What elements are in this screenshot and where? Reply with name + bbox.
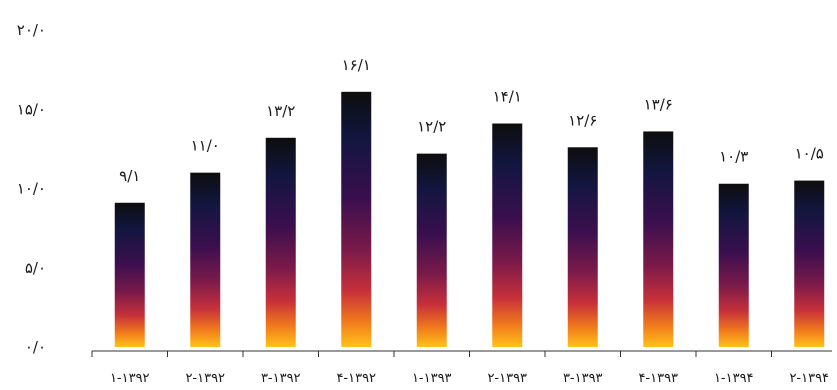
x-category-label: ۱-۱۳۹۲ xyxy=(110,371,150,386)
bar xyxy=(643,131,674,347)
bar-value-label: ۱۰/۳ xyxy=(719,148,748,166)
bar xyxy=(416,153,447,347)
bar xyxy=(265,137,296,347)
bar xyxy=(794,180,825,347)
x-category-label: ۲-۱۳۹۳ xyxy=(487,371,527,386)
y-tick-label: ۲۰/۰ xyxy=(17,21,46,39)
y-tick-label: ۱۰/۰ xyxy=(17,180,46,198)
x-axis xyxy=(91,350,832,357)
bars xyxy=(114,91,825,347)
y-tick-label: ۵/۰ xyxy=(25,259,46,277)
value-labels: ۹/۱ ۱۱/۰ ۱۳/۲ ۱۶/۱ ۱۲/۲ ۱۴/۱ ۱۲/۶ ۱۳/۶ ۱۰/۳ ۱۰/۵ xyxy=(119,56,824,185)
bar xyxy=(492,123,523,347)
bar xyxy=(114,202,145,347)
category-labels: ۱-۱۳۹۲ ۲-۱۳۹۲ ۳-۱۳۹۲ ۴-۱۳۹۲ ۱-۱۳۹۳ ۲-۱۳۹۳ ۳-۱۳… xyxy=(110,371,829,386)
bar-value-label: ۱۲/۶ xyxy=(568,111,597,129)
bar-value-label: ۱۱/۰ xyxy=(191,137,220,155)
bar xyxy=(567,147,598,347)
x-category-label: ۴-۱۳۹۲ xyxy=(336,371,376,386)
bar xyxy=(718,183,749,347)
bar-value-label: ۱۰/۵ xyxy=(795,145,824,163)
x-category-label: ۳-۱۳۹۲ xyxy=(261,371,301,386)
y-tick-label: ۰/۰ xyxy=(25,338,46,356)
bar-value-label: ۱۳/۲ xyxy=(266,102,295,120)
bar xyxy=(190,172,221,347)
bar-value-label: ۱۶/۱ xyxy=(342,56,371,74)
x-category-label: ۲-۱۳۹۴ xyxy=(789,371,829,386)
x-category-label: ۴-۱۳۹۳ xyxy=(638,371,678,386)
bar-value-label: ۹/۱ xyxy=(119,167,140,185)
bar-value-label: ۱۴/۱ xyxy=(493,88,522,106)
x-category-label: ۱-۱۳۹۳ xyxy=(412,371,452,386)
bar xyxy=(341,91,372,347)
bar-value-label: ۱۳/۶ xyxy=(644,95,673,113)
x-category-label: ۲-۱۳۹۲ xyxy=(185,371,225,386)
x-category-label: ۱-۱۳۹۴ xyxy=(714,371,754,386)
y-axis: ۰/۰ ۵/۰ ۱۰/۰ ۱۵/۰ ۲۰/۰ xyxy=(17,21,46,356)
y-tick-label: ۱۵/۰ xyxy=(17,100,46,118)
bar-value-label: ۱۲/۲ xyxy=(417,118,446,136)
x-category-label: ۳-۱۳۹۳ xyxy=(563,371,603,386)
